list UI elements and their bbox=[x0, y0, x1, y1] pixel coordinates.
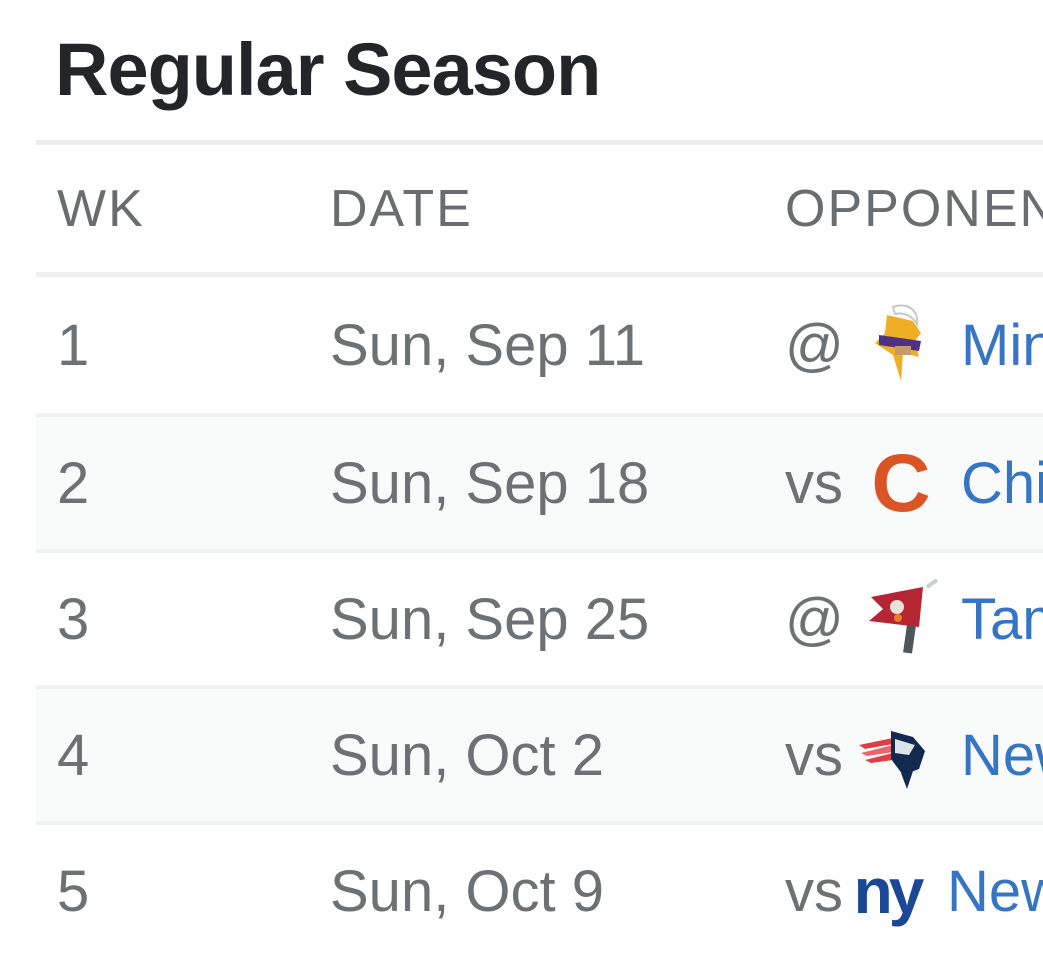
week-number: 5 bbox=[57, 858, 90, 924]
column-header-date: DATE bbox=[330, 179, 473, 238]
opponent-link[interactable]: Tampa Bay bbox=[961, 586, 1043, 652]
new-england-patriots-logo[interactable] bbox=[857, 711, 945, 799]
opponent-cell: @ Minnesota bbox=[785, 301, 1043, 389]
week-number: 2 bbox=[57, 450, 90, 516]
opponent-cell: ny vs New York bbox=[785, 847, 1043, 935]
opponent-cell: @ Tampa Bay bbox=[785, 575, 1043, 663]
table-row: 5 Sun, Oct 9 ny vs New York bbox=[36, 821, 1043, 957]
game-date: Sun, Sep 11 bbox=[330, 312, 645, 378]
game-date: Sun, Oct 9 bbox=[330, 858, 605, 924]
page-title: Regular Season bbox=[55, 28, 601, 111]
opponent-link[interactable]: New York bbox=[947, 858, 1043, 924]
game-date: Sun, Oct 2 bbox=[330, 722, 605, 788]
chicago-bears-logo[interactable]: C bbox=[857, 439, 945, 527]
week-number: 1 bbox=[57, 312, 90, 378]
opponent-cell: vs C Chicago bbox=[785, 439, 1043, 527]
game-date: Sun, Sep 18 bbox=[330, 450, 650, 516]
table-row: 2 Sun, Sep 18 vs C Chicago bbox=[36, 413, 1043, 549]
opponent-link[interactable]: New England bbox=[961, 722, 1043, 788]
table-row: 3 Sun, Sep 25 @ Tampa Bay bbox=[36, 549, 1043, 685]
home-away-prefix: @ bbox=[785, 586, 844, 652]
svg-text:C: C bbox=[871, 439, 930, 527]
week-number: 3 bbox=[57, 586, 90, 652]
minnesota-vikings-logo[interactable] bbox=[857, 301, 945, 389]
opponent-cell: vs New England bbox=[785, 711, 1043, 799]
week-number: 4 bbox=[57, 722, 90, 788]
home-away-prefix: vs bbox=[785, 450, 843, 516]
home-away-prefix: vs bbox=[785, 722, 843, 788]
table-row: 1 Sun, Sep 11 @ Minnesota bbox=[36, 277, 1043, 413]
tampa-bay-buccaneers-logo[interactable] bbox=[857, 575, 945, 663]
schedule-table: WK DATE OPPONENT 1 Sun, Sep 11 @ Minneso… bbox=[36, 140, 1043, 957]
table-header-row: WK DATE OPPONENT bbox=[36, 140, 1043, 277]
table-row: 4 Sun, Oct 2 vs New England bbox=[36, 685, 1043, 821]
home-away-prefix: vs bbox=[785, 858, 843, 924]
game-date: Sun, Sep 25 bbox=[330, 586, 650, 652]
column-header-opponent: OPPONENT bbox=[785, 179, 1043, 238]
new-york-giants-logo[interactable]: ny bbox=[843, 847, 931, 935]
opponent-link[interactable]: Chicago bbox=[961, 450, 1043, 516]
home-away-prefix: @ bbox=[785, 312, 844, 378]
svg-text:ny: ny bbox=[854, 855, 925, 927]
opponent-link[interactable]: Minnesota bbox=[961, 312, 1043, 378]
column-header-wk: WK bbox=[57, 179, 145, 238]
